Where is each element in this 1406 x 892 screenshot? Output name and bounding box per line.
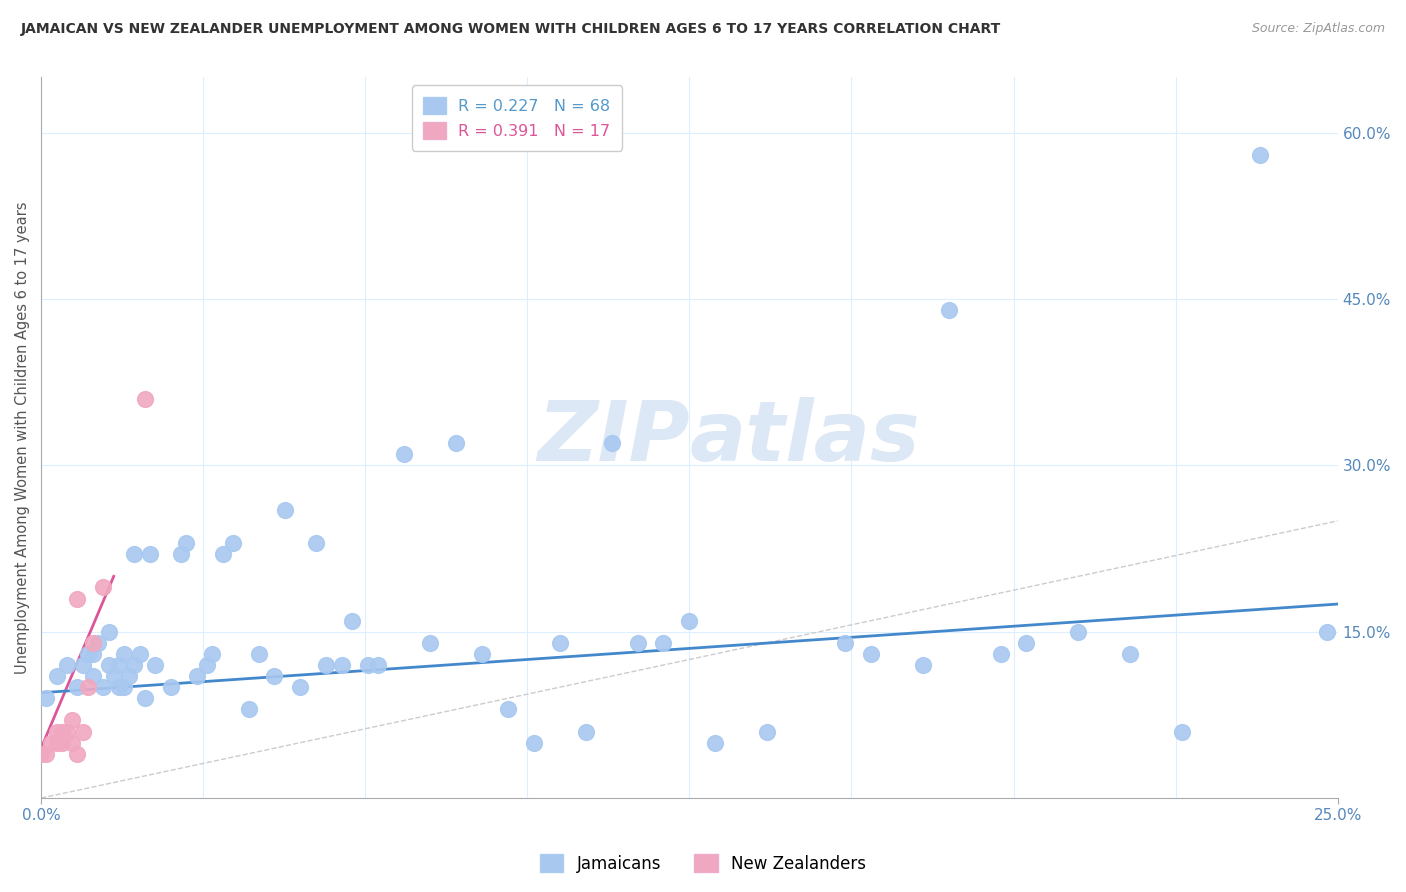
Point — [108, 658, 131, 673]
Point — [290, 680, 312, 694]
Point — [330, 658, 353, 673]
Point — [392, 447, 415, 461]
Point — [93, 581, 115, 595]
Point — [222, 536, 245, 550]
Point — [201, 647, 224, 661]
Point — [238, 702, 260, 716]
Point — [124, 547, 146, 561]
Point — [938, 303, 960, 318]
Point — [112, 680, 135, 694]
Point — [305, 536, 328, 550]
Legend: R = 0.227   N = 68, R = 0.391   N = 17: R = 0.227 N = 68, R = 0.391 N = 17 — [412, 86, 621, 151]
Point — [859, 647, 882, 661]
Point — [626, 636, 648, 650]
Point — [76, 647, 98, 661]
Point — [176, 536, 198, 550]
Point — [66, 680, 89, 694]
Point — [704, 736, 727, 750]
Text: JAMAICAN VS NEW ZEALANDER UNEMPLOYMENT AMONG WOMEN WITH CHILDREN AGES 6 TO 17 YE: JAMAICAN VS NEW ZEALANDER UNEMPLOYMENT A… — [21, 22, 1001, 37]
Point — [60, 714, 83, 728]
Point — [93, 680, 115, 694]
Point — [1015, 636, 1038, 650]
Point — [82, 636, 104, 650]
Point — [143, 658, 166, 673]
Point — [186, 669, 208, 683]
Point — [112, 647, 135, 661]
Point — [1067, 624, 1090, 639]
Point — [118, 669, 141, 683]
Point — [56, 658, 79, 673]
Point — [444, 436, 467, 450]
Point — [652, 636, 675, 650]
Text: ZIP: ZIP — [537, 397, 689, 478]
Point — [834, 636, 856, 650]
Point — [66, 591, 89, 606]
Point — [82, 669, 104, 683]
Point — [35, 747, 58, 761]
Point — [134, 392, 156, 406]
Point — [523, 736, 546, 750]
Point — [170, 547, 193, 561]
Point — [548, 636, 571, 650]
Point — [66, 747, 89, 761]
Point — [263, 669, 285, 683]
Point — [60, 736, 83, 750]
Text: atlas: atlas — [689, 397, 920, 478]
Text: Source: ZipAtlas.com: Source: ZipAtlas.com — [1251, 22, 1385, 36]
Point — [1316, 624, 1339, 639]
Point — [45, 724, 67, 739]
Point — [103, 669, 125, 683]
Point — [990, 647, 1012, 661]
Point — [72, 658, 94, 673]
Point — [600, 436, 623, 450]
Point — [30, 747, 52, 761]
Point — [128, 647, 150, 661]
Point — [357, 658, 380, 673]
Point — [195, 658, 218, 673]
Point — [756, 724, 779, 739]
Point — [911, 658, 934, 673]
Point — [315, 658, 337, 673]
Point — [134, 691, 156, 706]
Point — [1119, 647, 1142, 661]
Point — [76, 680, 98, 694]
Point — [1249, 148, 1271, 162]
Point — [419, 636, 441, 650]
Point — [45, 736, 67, 750]
Point — [471, 647, 494, 661]
Point — [139, 547, 162, 561]
Point — [72, 724, 94, 739]
Point — [342, 614, 364, 628]
Point — [367, 658, 389, 673]
Point — [211, 547, 233, 561]
Point — [1171, 724, 1194, 739]
Point — [247, 647, 270, 661]
Legend: Jamaicans, New Zealanders: Jamaicans, New Zealanders — [533, 847, 873, 880]
Point — [678, 614, 700, 628]
Point — [35, 691, 58, 706]
Point — [97, 624, 120, 639]
Point — [56, 724, 79, 739]
Point — [41, 736, 63, 750]
Point — [575, 724, 598, 739]
Point — [274, 503, 297, 517]
Point — [124, 658, 146, 673]
Point — [51, 736, 73, 750]
Point — [82, 647, 104, 661]
Point — [496, 702, 519, 716]
Point — [51, 724, 73, 739]
Point — [159, 680, 181, 694]
Point — [45, 669, 67, 683]
Y-axis label: Unemployment Among Women with Children Ages 6 to 17 years: Unemployment Among Women with Children A… — [15, 202, 30, 674]
Point — [97, 658, 120, 673]
Point — [108, 680, 131, 694]
Point — [87, 636, 110, 650]
